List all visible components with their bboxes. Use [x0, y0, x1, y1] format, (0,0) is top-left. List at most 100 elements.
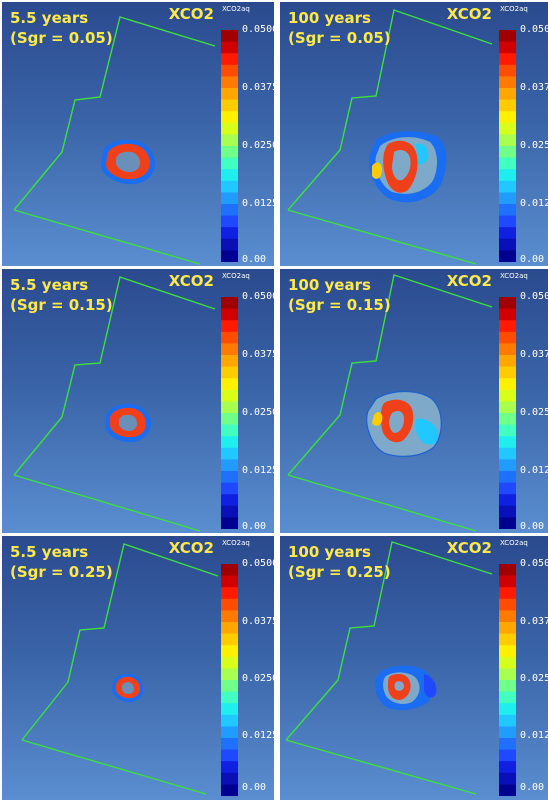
colorbar-band — [221, 784, 238, 796]
time-label: 100 years — [288, 276, 371, 294]
colorbar-band — [499, 215, 516, 228]
plume — [112, 673, 144, 703]
colorbar-band — [499, 169, 516, 182]
colorbar-band — [221, 192, 238, 205]
colorbar-band — [221, 505, 238, 518]
colorbar-band — [221, 389, 238, 402]
colorbar-band — [499, 517, 516, 529]
colorbar-band — [221, 598, 238, 611]
colorbar-band — [221, 308, 238, 321]
tick-label: 0.0125 — [242, 730, 274, 741]
colorbar-band — [221, 633, 238, 646]
colorbar-band — [221, 343, 238, 356]
tick-label: 0.0375 — [520, 349, 548, 360]
colorbar-band — [499, 761, 516, 774]
domain-outline — [13, 276, 216, 476]
colorbar-band — [221, 169, 238, 182]
panel-title: 5.5 years (Sgr = 0.25) — [10, 542, 113, 582]
colorbar-band — [499, 482, 516, 495]
colorbar — [499, 297, 516, 529]
colorbar-band — [221, 64, 238, 77]
colorbar-band — [499, 88, 516, 101]
time-label: 100 years — [288, 9, 371, 27]
domain-outline — [285, 541, 493, 741]
colorbar-band — [221, 494, 238, 507]
colorbar-band — [499, 378, 516, 391]
tick-label: 0.0375 — [242, 616, 274, 627]
colorbar-band — [221, 122, 238, 135]
colorbar-band — [221, 726, 238, 739]
colorbar — [221, 30, 238, 262]
colorbar-band — [499, 633, 516, 646]
tick-label: 0.0125 — [242, 198, 274, 209]
domain-view — [13, 16, 216, 265]
time-label: 5.5 years — [10, 543, 89, 561]
domain-view — [21, 543, 219, 795]
colorbar-band — [221, 738, 238, 751]
colorbar-band — [499, 413, 516, 426]
colorbar — [221, 564, 238, 796]
tick-label: 0.00 — [520, 521, 545, 532]
colorbar-band — [221, 320, 238, 333]
colorbar-band — [221, 366, 238, 379]
tick-label: 0.00 — [242, 521, 267, 532]
tick-label: 0.0375 — [242, 82, 274, 93]
colorbar-band — [221, 88, 238, 101]
colorbar-band — [221, 146, 238, 159]
plume — [101, 139, 156, 185]
colorbar-band — [499, 238, 516, 251]
colorbar-band — [499, 192, 516, 205]
sgr-label: (Sgr = 0.15) — [288, 296, 391, 314]
colorbar-band — [499, 680, 516, 693]
colorbar-band — [221, 680, 238, 693]
colorbar-band — [499, 320, 516, 333]
colorbar-band — [499, 703, 516, 716]
domain-outline — [21, 543, 219, 741]
colorbar-band — [221, 564, 238, 577]
colorbar-band — [499, 64, 516, 77]
colorbar-band — [221, 587, 238, 600]
colorbar-band — [499, 180, 516, 193]
colorbar-band — [499, 587, 516, 600]
colorbar — [499, 30, 516, 262]
colorbar-band — [221, 691, 238, 704]
sgr-label: (Sgr = 0.25) — [288, 563, 391, 581]
panel-title: 100 years (Sgr = 0.15) — [288, 275, 391, 315]
colorbar-band — [499, 134, 516, 147]
colorbar-title: XCO2aq — [500, 539, 528, 547]
colorbar-band — [221, 447, 238, 460]
colorbar-band — [499, 157, 516, 170]
panel-p3: 5.5 years (Sgr = 0.15) XCO2 XCO2aq 0.050… — [2, 269, 274, 533]
colorbar-band — [499, 668, 516, 681]
tick-label: 0.0125 — [520, 465, 548, 476]
colorbar-band — [221, 53, 238, 66]
colorbar-band — [221, 622, 238, 635]
colorbar-band — [221, 575, 238, 588]
colorbar-band — [499, 749, 516, 762]
colorbar-band — [499, 401, 516, 414]
tick-label: 0.0375 — [520, 82, 548, 93]
colorbar-title: XCO2aq — [222, 272, 250, 280]
colorbar-band — [499, 308, 516, 321]
domain-outline-bottom — [287, 474, 477, 532]
domain-view — [285, 541, 493, 795]
panel-title: 5.5 years (Sgr = 0.05) — [10, 8, 113, 48]
colorbar-band — [499, 41, 516, 54]
colorbar-band — [499, 564, 516, 577]
tick-label: 0.0125 — [520, 730, 548, 741]
tick-label: 0.00 — [520, 782, 545, 793]
colorbar-title: XCO2aq — [222, 5, 250, 13]
colorbar-band — [499, 459, 516, 472]
domain-view — [287, 274, 493, 532]
colorbar-band — [221, 703, 238, 716]
panel-p2: 100 years (Sgr = 0.05) XCO2 XCO2aq 0.050… — [280, 2, 548, 266]
colorbar-band — [499, 146, 516, 159]
colorbar-band — [499, 691, 516, 704]
colorbar-band — [221, 645, 238, 658]
colorbar-band — [221, 668, 238, 681]
colorbar-band — [221, 238, 238, 251]
